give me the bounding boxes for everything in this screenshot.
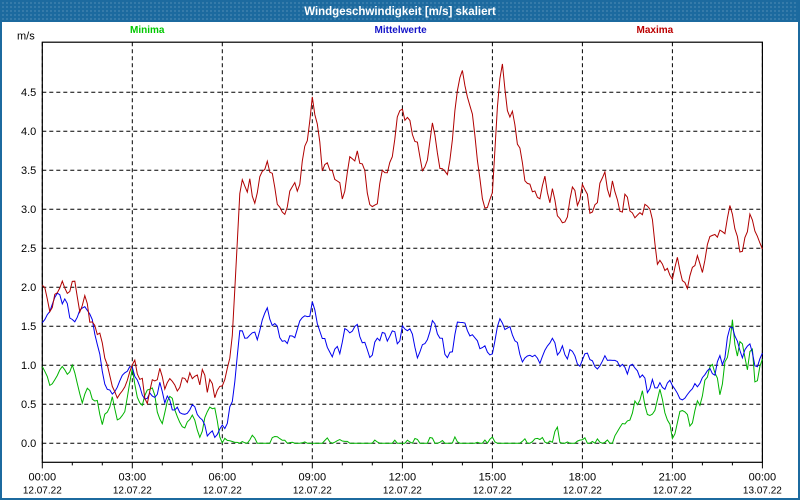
svg-text:3.5: 3.5 — [21, 165, 36, 177]
svg-text:00:00: 00:00 — [749, 471, 777, 483]
svg-text:2.0: 2.0 — [21, 282, 36, 294]
svg-text:03:00: 03:00 — [119, 471, 147, 483]
svg-text:m/s: m/s — [17, 31, 35, 43]
svg-text:12.07.22: 12.07.22 — [383, 485, 422, 496]
svg-text:12.07.22: 12.07.22 — [203, 485, 242, 496]
svg-text:0.5: 0.5 — [21, 399, 36, 411]
svg-text:1.0: 1.0 — [21, 360, 36, 372]
svg-text:2.5: 2.5 — [21, 243, 36, 255]
svg-text:12.07.22: 12.07.22 — [293, 485, 332, 496]
svg-text:4.0: 4.0 — [21, 126, 36, 138]
svg-text:12.07.22: 12.07.22 — [473, 485, 512, 496]
svg-text:12.07.22: 12.07.22 — [653, 485, 692, 496]
svg-text:09:00: 09:00 — [299, 471, 327, 483]
svg-text:4.5: 4.5 — [21, 87, 36, 99]
svg-text:15:00: 15:00 — [479, 471, 507, 483]
svg-text:21:00: 21:00 — [659, 471, 687, 483]
svg-text:18:00: 18:00 — [569, 471, 597, 483]
svg-text:00:00: 00:00 — [29, 471, 57, 483]
svg-text:06:00: 06:00 — [209, 471, 237, 483]
svg-text:12.07.22: 12.07.22 — [23, 485, 62, 496]
svg-text:3.0: 3.0 — [21, 204, 36, 216]
svg-text:12.07.22: 12.07.22 — [563, 485, 602, 496]
svg-text:12:00: 12:00 — [389, 471, 417, 483]
svg-text:12.07.22: 12.07.22 — [113, 485, 152, 496]
svg-text:13.07.22: 13.07.22 — [743, 485, 782, 496]
svg-text:0.0: 0.0 — [21, 438, 36, 450]
svg-text:1.5: 1.5 — [21, 321, 36, 333]
